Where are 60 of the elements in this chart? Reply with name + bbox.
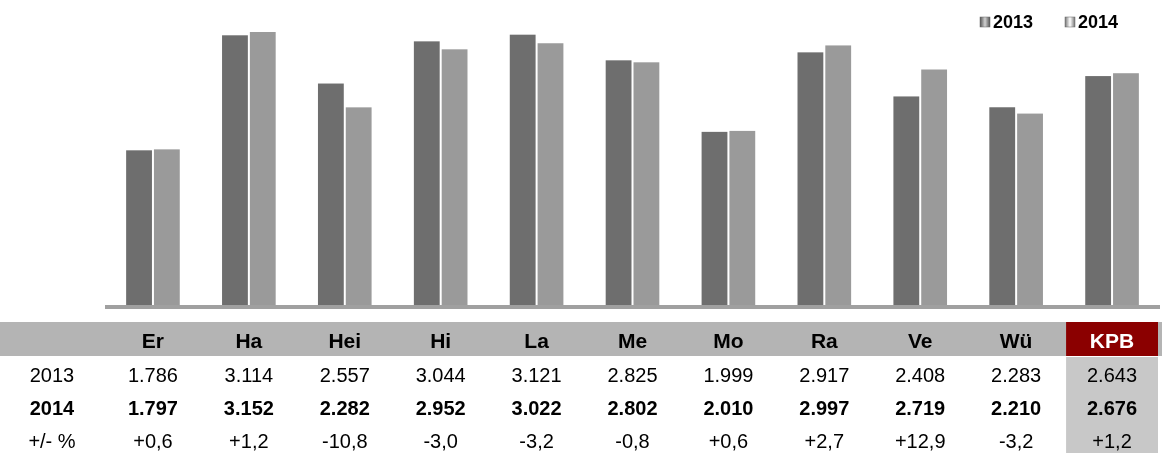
data-label: 2.952 <box>415 397 466 419</box>
data-label: 2.643 <box>1087 364 1138 386</box>
x-tick-label: Er <box>141 329 165 352</box>
data-label: 2.557 <box>319 364 370 386</box>
data-label: 2.802 <box>607 397 658 419</box>
text: -3,2 <box>519 430 554 452</box>
text: 2014 <box>29 397 75 419</box>
legend-label: 2013 <box>993 12 1034 32</box>
text: +1,2 <box>1092 430 1132 452</box>
data-label: 1.786 <box>127 364 178 386</box>
data-label: 3.044 <box>415 364 466 386</box>
legend-label: 2014 <box>1078 12 1119 32</box>
bar <box>413 41 440 305</box>
text: +/- % <box>28 430 76 452</box>
data-label: 2.010 <box>703 397 754 419</box>
x-tick-label: Mo <box>713 329 744 352</box>
text: -10,8 <box>321 430 368 452</box>
text: -3,0 <box>423 430 458 452</box>
text: +0,6 <box>133 430 173 452</box>
text: +2,7 <box>804 430 845 452</box>
data-label: 2.917 <box>799 364 850 386</box>
x-tick-label: KPB <box>1089 329 1135 352</box>
text: +1,2 <box>229 430 269 452</box>
x-tick-label: La <box>524 329 550 352</box>
x-tick-label: Hi <box>430 329 452 352</box>
data-label: 2.676 <box>1087 397 1138 419</box>
bar <box>1085 76 1112 305</box>
data-label: 3.152 <box>223 397 274 419</box>
bar <box>893 96 920 305</box>
bar <box>701 131 728 305</box>
x-tick-label: Me <box>617 329 648 352</box>
bar <box>126 150 152 305</box>
data-label: 2.283 <box>991 364 1042 386</box>
data-label: 2.825 <box>607 364 658 386</box>
text: -0,8 <box>615 430 650 452</box>
x-tick-label: Ra <box>810 329 839 352</box>
data-label: 3.114 <box>224 364 274 386</box>
data-label: 2.997 <box>799 397 850 419</box>
text: +12,9 <box>894 430 946 452</box>
bar <box>797 52 824 305</box>
data-label: 2.282 <box>319 397 370 419</box>
data-label: 1.999 <box>703 364 754 386</box>
x-tick-label: Ve <box>907 329 933 352</box>
bar <box>317 83 344 305</box>
bar <box>509 34 536 305</box>
data-label: 3.121 <box>511 364 562 386</box>
x-tick-label: Wü <box>999 329 1033 352</box>
data-label: 1.797 <box>127 397 178 419</box>
x-tick-label: Ha <box>235 329 263 352</box>
bar <box>605 60 632 305</box>
data-label: 3.022 <box>511 397 562 419</box>
text: +0,6 <box>708 430 749 452</box>
data-label: 2.210 <box>991 397 1042 419</box>
x-tick-label: Hei <box>328 329 362 352</box>
text: -3,2 <box>998 430 1034 452</box>
bar <box>222 35 248 305</box>
data-label: 2.408 <box>895 364 946 386</box>
text: 2013 <box>29 364 75 386</box>
bar <box>989 107 1016 305</box>
data-label: 2.719 <box>895 397 946 419</box>
